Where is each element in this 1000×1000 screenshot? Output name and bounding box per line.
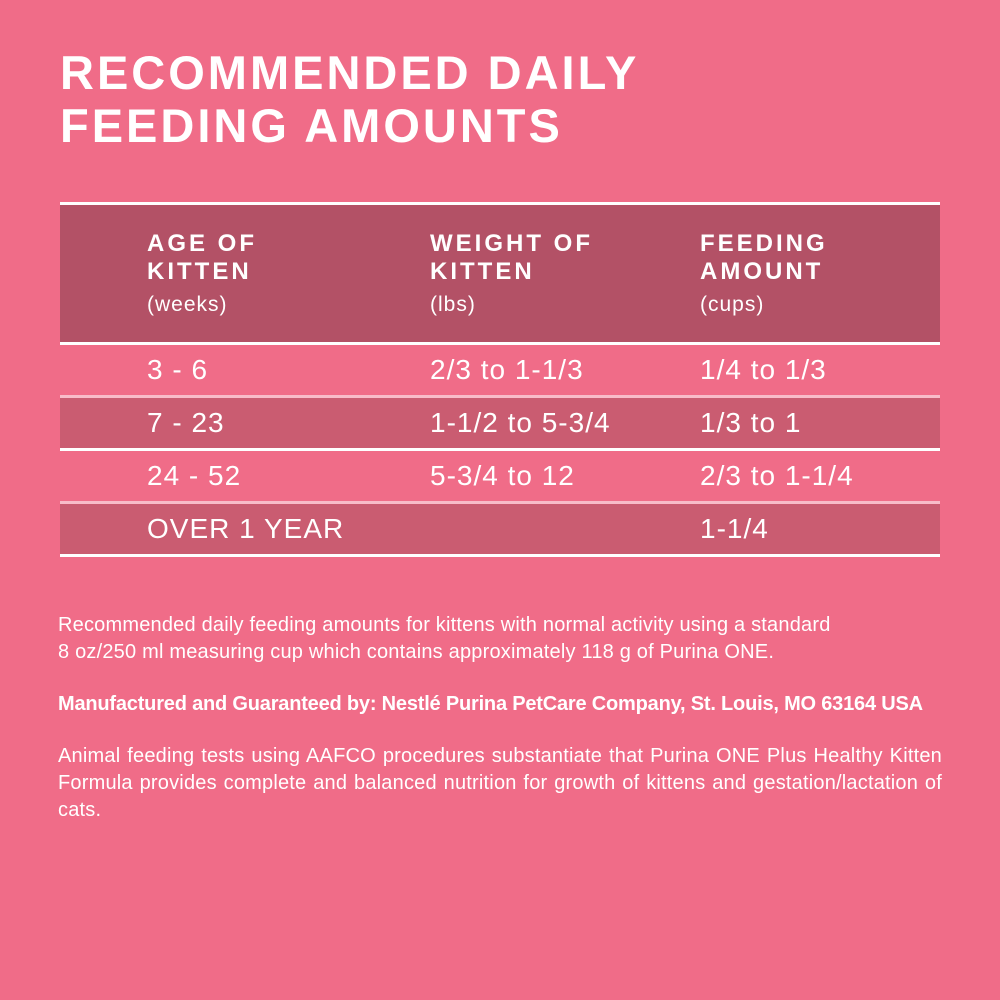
column-header-amount-label: FEEDING AMOUNT bbox=[700, 230, 828, 285]
column-header-amount: FEEDING AMOUNT (cups) bbox=[700, 230, 940, 342]
table-row: 7 - 23 1-1/2 to 5-3/4 1/3 to 1 bbox=[60, 398, 940, 448]
notes-section: Recommended daily feeding amounts for ki… bbox=[58, 612, 942, 824]
amount-cell: 1-1/4 bbox=[700, 513, 769, 544]
column-header-age-unit: (weeks) bbox=[147, 293, 228, 316]
amount-cell: 2/3 to 1-1/4 bbox=[700, 460, 854, 491]
age-cell: 7 - 23 bbox=[147, 407, 225, 438]
feeding-table: AGE OF KITTEN (weeks) WEIGHT OF KITTEN (… bbox=[60, 202, 940, 557]
table-top-border bbox=[60, 202, 940, 205]
weight-cell: 1-1/2 to 5-3/4 bbox=[430, 407, 611, 438]
table-row: OVER 1 YEAR 1-1/4 bbox=[60, 504, 940, 554]
column-header-weight-unit: (lbs) bbox=[430, 293, 476, 316]
header-bottom-border bbox=[60, 342, 940, 345]
amount-cell: 1/4 to 1/3 bbox=[700, 354, 827, 385]
age-cell: 24 - 52 bbox=[147, 460, 242, 491]
note-usage: Recommended daily feeding amounts for ki… bbox=[58, 614, 831, 663]
column-header-amount-unit: (cups) bbox=[700, 293, 765, 316]
page-title: RECOMMENDED DAILY FEEDING AMOUNTS bbox=[60, 46, 640, 152]
column-header-age-label: AGE OF KITTEN bbox=[147, 230, 258, 285]
amount-cell: 1/3 to 1 bbox=[700, 407, 802, 438]
table-row: 24 - 52 5-3/4 to 12 2/3 to 1-1/4 bbox=[60, 451, 940, 501]
note-manufacturer: Manufactured and Guaranteed by: Nestlé P… bbox=[58, 693, 923, 715]
table-header-row: AGE OF KITTEN (weeks) WEIGHT OF KITTEN (… bbox=[60, 205, 940, 342]
row-separator bbox=[60, 448, 940, 451]
age-cell: 3 - 6 bbox=[147, 354, 209, 385]
row-separator bbox=[60, 501, 940, 504]
age-cell: OVER 1 YEAR bbox=[147, 513, 345, 544]
row-separator bbox=[60, 395, 940, 398]
column-header-weight-label: WEIGHT OF KITTEN bbox=[430, 230, 593, 285]
column-header-weight: WEIGHT OF KITTEN (lbs) bbox=[430, 230, 700, 342]
table-row: 3 - 6 2/3 to 1-1/3 1/4 to 1/3 bbox=[60, 345, 940, 395]
column-header-age: AGE OF KITTEN (weeks) bbox=[147, 230, 430, 342]
weight-cell: 2/3 to 1-1/3 bbox=[430, 354, 584, 385]
weight-cell: 5-3/4 to 12 bbox=[430, 460, 575, 491]
table-bottom-border bbox=[60, 554, 940, 557]
note-aafco: Animal feeding tests using AAFCO procedu… bbox=[58, 745, 942, 821]
